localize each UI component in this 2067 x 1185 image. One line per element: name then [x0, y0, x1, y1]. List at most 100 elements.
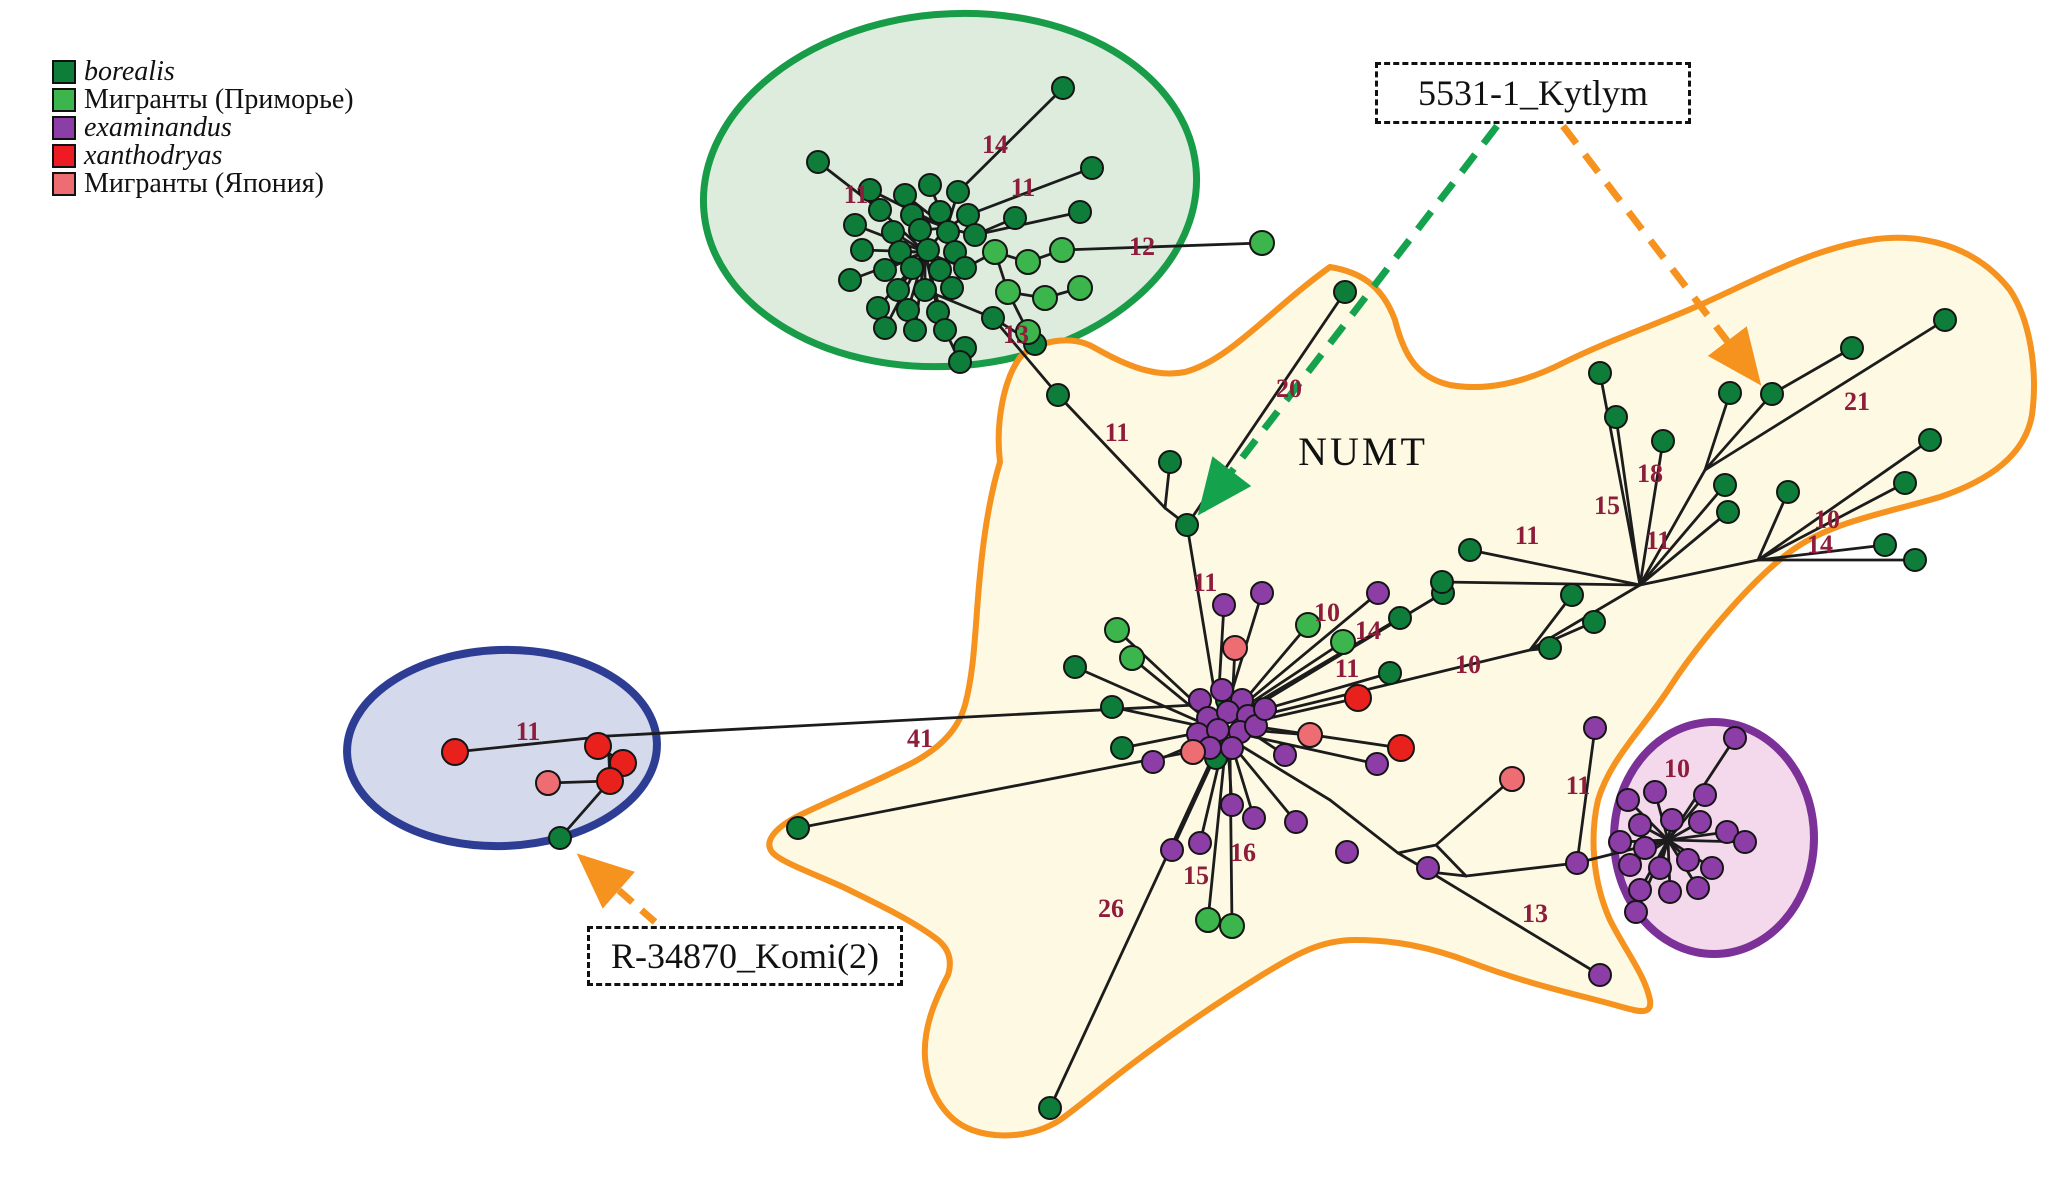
network-edge	[1638, 558, 1760, 587]
borealis-node	[928, 200, 952, 224]
examinandus-node	[1624, 900, 1648, 924]
examinandus-node	[1715, 820, 1739, 844]
network-edge	[1440, 580, 1642, 587]
edge-weight-label: 11	[1566, 771, 1591, 800]
network-edge	[1328, 798, 1400, 855]
edge-weight-label: 20	[1276, 374, 1302, 403]
edge-weight-label: 14	[1355, 616, 1381, 645]
network-edge	[816, 160, 882, 212]
examinandus-node	[1723, 726, 1747, 750]
examinandus-node	[1416, 856, 1440, 880]
edge-weight-label: 41	[907, 724, 933, 753]
borealis-node	[1080, 156, 1104, 180]
migrant-primorye-node	[982, 239, 1008, 265]
examinandus-node	[1693, 783, 1717, 807]
legend-label: Мигранты (Приморье)	[84, 84, 354, 115]
examinandus-node	[1273, 743, 1297, 767]
examinandus-node	[1676, 848, 1700, 872]
network-edge	[1073, 665, 1202, 724]
borealis-node	[916, 238, 940, 262]
edge-weight-label: 12	[1129, 232, 1155, 261]
migrant-primorye-node	[1295, 612, 1321, 638]
edge-weight-label: 10	[1455, 650, 1481, 679]
edge-weight-label: 21	[1844, 387, 1870, 416]
edge-weight-label: 10	[1664, 754, 1690, 783]
borealis-node	[1918, 428, 1942, 452]
network-edge	[1638, 439, 1665, 587]
xanthodryas-swatch	[52, 144, 76, 168]
edge-weight-label: 10	[1814, 505, 1840, 534]
legend-item-migrant-primorye: Мигранты (Приморье)	[52, 86, 354, 114]
borealis-node	[933, 318, 957, 342]
legend-label: examinandus	[84, 112, 232, 143]
network-edge	[1598, 371, 1642, 587]
borealis-node	[1716, 500, 1740, 524]
examinandus-node	[1160, 838, 1184, 862]
edge-weight-label: 11	[1011, 173, 1036, 202]
borealis-node	[888, 240, 912, 264]
borealis-node	[1903, 548, 1927, 572]
migrant-primorye-node	[1219, 913, 1245, 939]
examinandus-node	[1253, 697, 1277, 721]
borealis-node	[1110, 736, 1134, 760]
examinandus-node	[1242, 806, 1266, 830]
network-edge	[1770, 346, 1854, 396]
edge-weight-label: 11	[1646, 526, 1671, 555]
examinandus-node	[1608, 830, 1632, 854]
borealis-node	[953, 256, 977, 280]
borealis-node	[1840, 336, 1864, 360]
borealis-node	[1100, 695, 1124, 719]
edge-weight-label: 13	[1522, 899, 1548, 928]
komi-orange-arrow	[576, 853, 658, 925]
migrant-primorye-node	[1067, 275, 1093, 301]
migrant-japan-node	[1499, 766, 1525, 792]
network-edge	[1756, 490, 1790, 562]
edge-weight-label: 15	[1594, 491, 1620, 520]
network-edge	[606, 703, 1197, 738]
borealis-node	[1588, 361, 1612, 385]
borealis-node	[928, 258, 952, 282]
examinandus-node	[1616, 788, 1640, 812]
network-edge	[1396, 843, 1438, 855]
examinandus-node	[1583, 716, 1607, 740]
borealis-node	[1893, 471, 1917, 495]
edge-weight-label: 18	[1637, 459, 1663, 488]
network-edge	[453, 734, 610, 754]
network-edge	[1434, 777, 1514, 847]
examinandus-node	[1628, 878, 1652, 902]
borealis-node	[1378, 661, 1402, 685]
examinandus-node	[1648, 856, 1672, 880]
examinandus-node	[1700, 856, 1724, 880]
borealis-node	[1760, 382, 1784, 406]
borealis-node	[936, 220, 960, 244]
network-edge	[1638, 468, 1707, 587]
kytlym-label-box: 5531-1_Kytlym	[1375, 62, 1691, 124]
legend-item-xanthodryas: xanthodryas	[52, 142, 354, 170]
borealis-node	[1068, 200, 1092, 224]
examinandus-node	[1365, 752, 1389, 776]
borealis-node	[918, 173, 942, 197]
borealis-node	[1651, 429, 1675, 453]
kytlym-label: 5531-1_Kytlym	[1418, 73, 1648, 113]
network-edge	[991, 316, 1060, 397]
network-edge	[966, 166, 1094, 217]
borealis-node	[940, 276, 964, 300]
migrant-primorye-node	[1119, 645, 1145, 671]
borealis-node	[1051, 76, 1075, 100]
borealis-node	[1430, 570, 1454, 594]
borealis-node	[873, 316, 897, 340]
borealis-node	[1582, 610, 1606, 634]
network-edge	[1185, 523, 1217, 697]
network-edge	[973, 210, 1082, 237]
numt-label: NUMT	[1298, 429, 1428, 474]
borealis-node	[893, 183, 917, 207]
network-edge	[1250, 724, 1403, 750]
legend-item-migrant-japan: Мигранты (Япония)	[52, 170, 354, 198]
borealis-node	[1873, 533, 1897, 557]
borealis-node	[1776, 480, 1800, 504]
borealis-node	[896, 298, 920, 322]
examinandus-swatch	[52, 116, 76, 140]
xanthodryas-node	[1387, 734, 1415, 762]
borealis-node	[1718, 381, 1742, 405]
migrant-primorye-node	[995, 279, 1021, 305]
